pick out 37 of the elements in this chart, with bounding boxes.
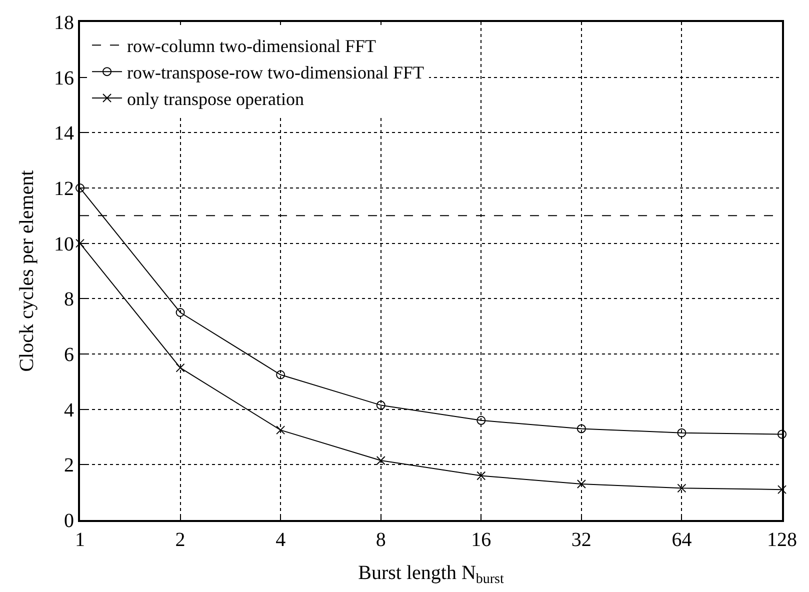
y-tick-label: 16 bbox=[54, 67, 74, 90]
x-tick-label: 64 bbox=[672, 529, 692, 551]
legend-label: only transpose operation bbox=[127, 89, 304, 109]
point bbox=[778, 430, 786, 439]
x-tick-label: 32 bbox=[571, 529, 592, 551]
point bbox=[276, 426, 286, 435]
y-tick-label: 8 bbox=[64, 288, 74, 311]
y-tick-label: 6 bbox=[64, 344, 74, 366]
y-tick-label: 12 bbox=[54, 178, 74, 200]
point bbox=[476, 416, 486, 425]
x-axis-title: Burst length N$_{burst}$ bbox=[358, 562, 504, 588]
point bbox=[677, 428, 686, 438]
y-tick-label: 0 bbox=[64, 510, 74, 532]
y-tick-label: 2 bbox=[64, 454, 74, 477]
point bbox=[176, 363, 185, 372]
y-tick-label: 4 bbox=[64, 399, 74, 422]
legend-label: row-transpose-row two-dimensional FFT bbox=[127, 62, 424, 83]
point bbox=[276, 370, 286, 380]
point bbox=[176, 308, 185, 317]
point bbox=[677, 484, 686, 493]
x-tick-label: 1 bbox=[75, 529, 85, 551]
y-axis-title: Clock cycles per element bbox=[16, 170, 38, 372]
x-tick-label: 8 bbox=[376, 529, 386, 551]
point bbox=[778, 485, 786, 494]
point bbox=[376, 400, 386, 410]
point bbox=[576, 480, 586, 489]
point bbox=[576, 424, 586, 434]
y-tick-label: 18 bbox=[54, 12, 74, 34]
x-tick-label: 2 bbox=[175, 529, 186, 551]
point bbox=[376, 456, 386, 466]
y-tick-label: 14 bbox=[54, 122, 74, 145]
point bbox=[476, 471, 486, 480]
y-tick-label: 10 bbox=[54, 233, 74, 256]
x-tick-label: 128 bbox=[767, 529, 797, 551]
legend-label: row-column two-dimensional FFT bbox=[127, 36, 376, 56]
x-tick-label: 4 bbox=[276, 529, 286, 551]
x-tick-label: 16 bbox=[471, 529, 492, 551]
